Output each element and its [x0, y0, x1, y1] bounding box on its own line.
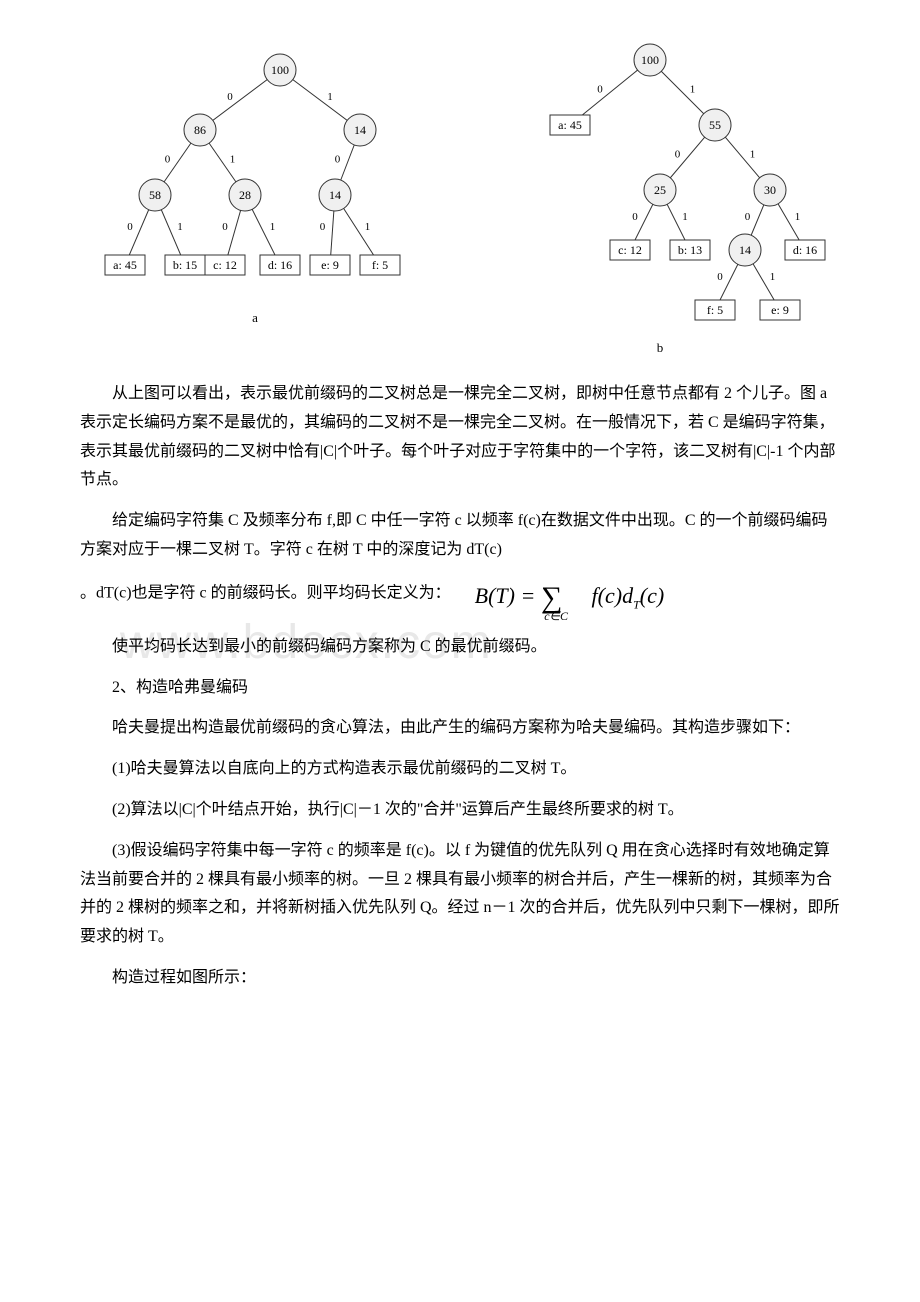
svg-text:1: 1	[270, 221, 276, 233]
svg-text:100: 100	[271, 63, 289, 77]
svg-text:30: 30	[764, 183, 776, 197]
svg-text:a: 45: a: 45	[558, 118, 582, 132]
svg-text:c: 12: c: 12	[213, 258, 237, 272]
svg-text:0: 0	[127, 221, 133, 233]
formula: B(T) = ∑c∈C f(c)dT(c)	[475, 567, 665, 621]
svg-text:b: 15: b: 15	[173, 258, 197, 272]
svg-text:100: 100	[641, 53, 659, 67]
svg-text:f: 5: f: 5	[707, 303, 723, 317]
paragraph-4: 2、构造哈弗曼编码	[80, 674, 840, 703]
svg-text:e: 9: e: 9	[321, 258, 339, 272]
svg-text:b: 13: b: 13	[678, 243, 702, 257]
svg-text:d: 16: d: 16	[793, 243, 817, 257]
svg-text:1: 1	[682, 211, 688, 223]
svg-text:14: 14	[354, 123, 366, 137]
paragraph-1: 从上图可以看出，表示最优前缀码的二叉树总是一棵完全二叉树，即树中任意节点都有 2…	[80, 380, 840, 495]
svg-text:0: 0	[222, 221, 228, 233]
svg-text:14: 14	[739, 243, 751, 257]
svg-text:0: 0	[675, 149, 681, 161]
svg-text:86: 86	[194, 123, 206, 137]
svg-text:1: 1	[750, 149, 756, 161]
svg-text:c: 12: c: 12	[618, 243, 642, 257]
svg-text:f: 5: f: 5	[372, 258, 388, 272]
tree-diagram-b: 0 1 0 1 0 1 0 1 0 1 100 a: 45 55 25 30 c: 12 b: 13 14 d: 1…	[480, 40, 840, 360]
tree-diagram-a: 010100101011008614582814a: 45b: 15c: 12d…	[80, 40, 430, 330]
paragraph-7: (2)算法以|C|个叶结点开始，执行|C|－1 次的"合并"运算后产生最终所要求…	[80, 796, 840, 825]
svg-text:1: 1	[365, 221, 371, 233]
svg-text:0: 0	[745, 211, 751, 223]
svg-text:1: 1	[795, 211, 801, 223]
diagram-row: 010100101011008614582814a: 45b: 15c: 12d…	[80, 40, 840, 360]
svg-text:a: a	[252, 310, 258, 325]
svg-text:0: 0	[632, 211, 638, 223]
svg-text:0: 0	[335, 154, 341, 166]
paragraph-8: (3)假设编码字符集中每一字符 c 的频率是 f(c)。以 f 为键值的优先队列…	[80, 837, 840, 952]
svg-text:0: 0	[320, 221, 326, 233]
svg-text:0: 0	[717, 271, 723, 283]
svg-text:0: 0	[165, 154, 171, 166]
para2a-text: 给定编码字符集 C 及频率分布 f,即 C 中任一字符 c 以频率 f(c)在数…	[80, 512, 828, 558]
paragraph-5: 哈夫曼提出构造最优前缀码的贪心算法，由此产生的编码方案称为哈夫曼编码。其构造步骤…	[80, 714, 840, 743]
svg-text:55: 55	[709, 118, 721, 132]
svg-text:d: 16: d: 16	[268, 258, 292, 272]
svg-text:28: 28	[239, 188, 251, 202]
svg-text:0: 0	[597, 84, 603, 96]
svg-text:1: 1	[770, 271, 776, 283]
paragraph-9: 构造过程如图所示：	[80, 964, 840, 993]
svg-text:14: 14	[329, 188, 341, 202]
svg-text:58: 58	[149, 188, 161, 202]
svg-text:1: 1	[690, 84, 696, 96]
svg-text:1: 1	[230, 154, 236, 166]
svg-text:1: 1	[177, 221, 183, 233]
paragraph-2: 给定编码字符集 C 及频率分布 f,即 C 中任一字符 c 以频率 f(c)在数…	[80, 507, 840, 565]
svg-text:25: 25	[654, 183, 666, 197]
svg-text:a: 45: a: 45	[113, 258, 137, 272]
svg-text:e: 9: e: 9	[771, 303, 789, 317]
svg-text:1: 1	[327, 91, 333, 103]
svg-text:0: 0	[227, 91, 233, 103]
para2b-text: 。dT(c)也是字符 c 的前缀码长。则平均码长定义为：	[80, 584, 451, 601]
paragraph-6: (1)哈夫曼算法以自底向上的方式构造表示最优前缀码的二叉树 T。	[80, 755, 840, 784]
paragraph-3: 使平均码长达到最小的前缀码编码方案称为 C 的最优前缀码。	[80, 633, 840, 662]
svg-text:b: b	[657, 340, 664, 355]
formula-line: 。dT(c)也是字符 c 的前缀码长。则平均码长定义为： B(T) = ∑c∈C…	[80, 567, 840, 621]
